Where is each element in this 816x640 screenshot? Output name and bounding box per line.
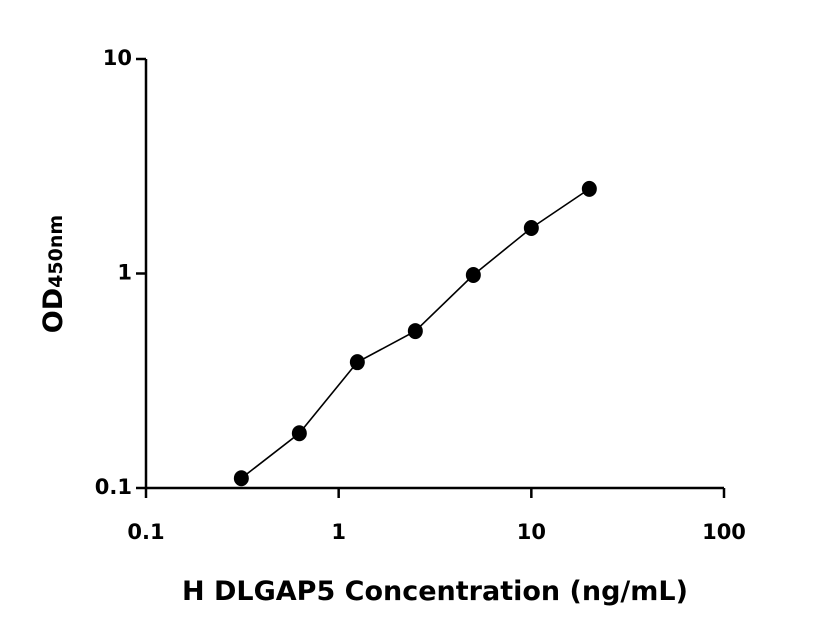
point — [407, 323, 423, 340]
y-tick-label: 10 — [103, 46, 132, 70]
x-tick-label: 10 — [517, 520, 546, 544]
point — [291, 425, 307, 442]
y-label-main: OD — [38, 288, 69, 333]
y-axis-label: OD450nm — [38, 215, 69, 333]
y-label-sub: 450nm — [45, 215, 67, 288]
point — [465, 267, 481, 284]
point — [233, 470, 249, 487]
x-tick-label: 1 — [331, 520, 346, 544]
x-axis-label: H DLGAP5 Concentration (ng/mL) — [182, 576, 688, 607]
point — [581, 180, 597, 197]
x-tick-label: 0.1 — [127, 520, 164, 544]
x-tick-label: 100 — [702, 520, 746, 544]
y-tick-label: 1 — [117, 261, 132, 285]
point — [349, 354, 365, 371]
point — [523, 219, 539, 236]
y-tick-label: 0.1 — [95, 475, 132, 499]
